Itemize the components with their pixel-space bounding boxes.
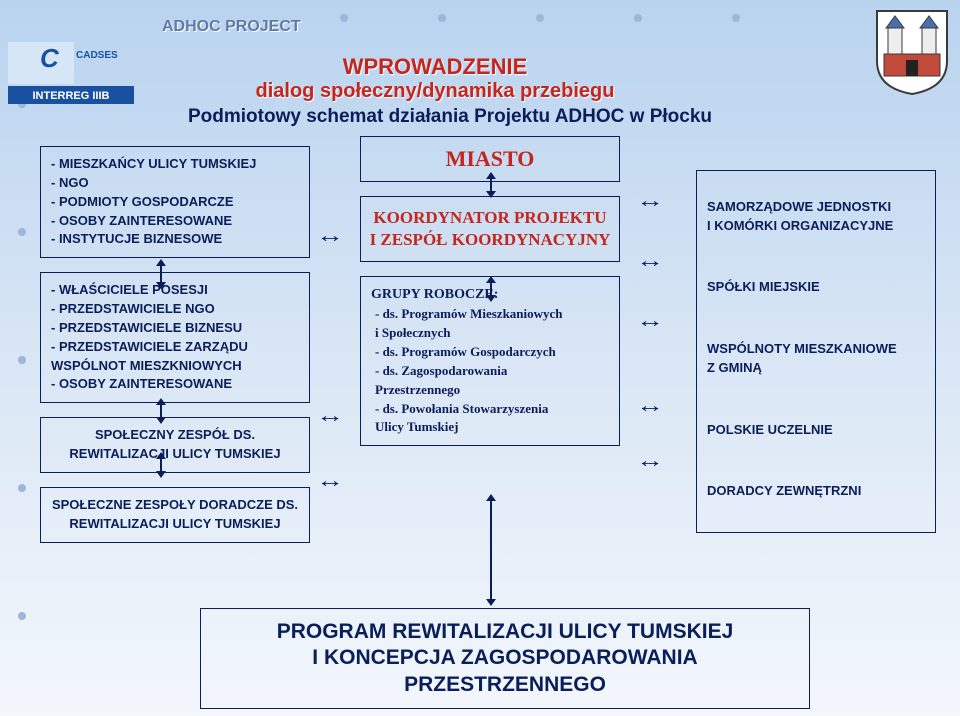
arrow-icon: ↔ (636, 250, 664, 273)
project-label: ADHOC PROJECT (162, 18, 301, 36)
left-box-stakeholders: - MIESZKAŃCY ULICY TUMSKIEJ - NGO - PODM… (40, 146, 310, 258)
workgroup-item: i Społecznych (371, 324, 609, 343)
workgroup-item: Ulicy Tumskiej (371, 418, 609, 437)
partner-item: DORADCY ZEWNĘTRZNI (707, 482, 925, 501)
partner-item: WSPÓLNOTY MIESZKANIOWE Z GMINĄ (707, 340, 925, 378)
dots-col (18, 100, 26, 620)
mid-box-city: MIASTO (360, 136, 620, 182)
workgroup-item: - ds. Powołania Stowarzyszenia (371, 400, 609, 419)
workgroup-item: - ds. Programów Gospodarczych (371, 343, 609, 362)
arrow-icon: ↔ (316, 405, 344, 428)
arrow-icon: ↔ (316, 225, 344, 248)
partner-item: SPÓŁKI MIEJSKIE (707, 278, 925, 297)
left-box-advisory-teams: SPOŁECZNE ZESPOŁY DORADCZE DS. REWITALIZ… (40, 487, 310, 543)
workgroup-item: Przestrzennego (371, 381, 609, 400)
left-box-representatives: - WŁAŚCICIELE POSESJI - PRZEDSTAWICIELE … (40, 272, 310, 403)
left-box-social-team: SPOŁECZNY ZESPÓŁ DS. REWITALIZACJI ULICY… (40, 417, 310, 473)
dots-row (340, 14, 740, 22)
workgroups-title: GRUPY ROBOCZE: (371, 285, 609, 305)
logo-top-text: CADSES (76, 50, 118, 61)
city-crest-icon (872, 6, 952, 96)
bottom-box-program: PROGRAM REWITALIZACJI ULICY TUMSKIEJ I K… (200, 608, 810, 709)
mid-box-coordinator: KOORDYNATOR PROJEKTU I ZESPÓŁ KOORDYNACY… (360, 196, 620, 262)
arrow-icon: ↔ (636, 190, 664, 213)
middle-column: MIASTO KOORDYNATOR PROJEKTU I ZESPÓŁ KOO… (360, 136, 620, 460)
workgroup-item: - ds. Zagospodarowania (371, 362, 609, 381)
interreg-logo: C CADSES INTERREG IIIB (6, 40, 136, 110)
right-box-partners: SAMORZĄDOWE JEDNOSTKI I KOMÓRKI ORGANIZA… (696, 170, 936, 533)
partner-item: POLSKIE UCZELNIE (707, 421, 925, 440)
workgroup-item: - ds. Programów Mieszkaniowych (371, 305, 609, 324)
left-column: - MIESZKAŃCY ULICY TUMSKIEJ - NGO - PODM… (40, 146, 310, 557)
arrow-icon: ↔ (316, 470, 344, 493)
partner-item: SAMORZĄDOWE JEDNOSTKI I KOMÓRKI ORGANIZA… (707, 198, 925, 236)
arrow-icon: ↔ (636, 310, 664, 333)
mid-box-workgroups: GRUPY ROBOCZE: - ds. Programów Mieszkani… (360, 276, 620, 446)
svg-text:C: C (40, 43, 60, 73)
right-column: SAMORZĄDOWE JEDNOSTKI I KOMÓRKI ORGANIZA… (696, 170, 936, 547)
connector-line (490, 500, 492, 600)
logo-bottom-text: INTERREG IIIB (32, 90, 109, 102)
arrow-icon: ↔ (636, 450, 664, 473)
arrow-icon: ↔ (636, 395, 664, 418)
